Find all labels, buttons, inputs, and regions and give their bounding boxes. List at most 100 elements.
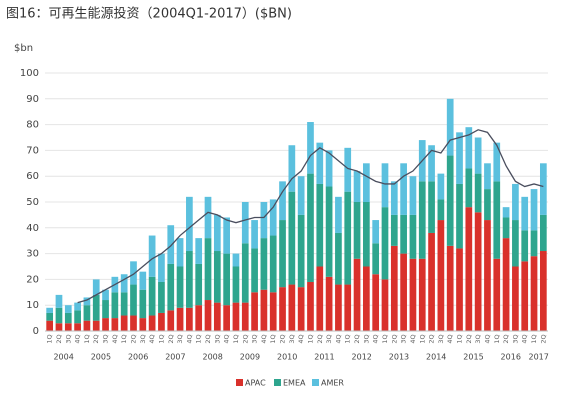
bar-segment [158,312,165,331]
bar-segment [539,214,547,252]
x-tick-label: 3Q [362,334,370,343]
bar-segment [409,176,417,215]
bar-segment [363,163,370,202]
bar-segment [372,220,380,244]
x-tick-label: 1Q [46,334,54,343]
x-tick-label: 4Q [260,334,268,343]
bar-segment [167,310,175,331]
bar-segment [186,196,193,252]
bar-segment [195,305,203,331]
x-tick-label: 4Q [446,334,454,343]
legend-label: AMER [321,379,344,388]
bar-segment [213,214,221,252]
bar-segment [363,266,370,331]
bar-segment [46,307,54,313]
x-tick-label: 2Q [465,334,473,343]
x-tick-label: 3Q [64,334,72,343]
bar-segment [446,245,454,331]
year-label: 2017 [529,353,549,362]
year-label: 2014 [426,353,446,362]
bar-segment [493,181,501,259]
x-tick-label: 1Q [157,334,165,343]
bar-segment [288,145,296,192]
bar-segment [512,266,519,331]
x-tick-label: 4Q [334,334,342,343]
bar-segment [260,289,268,331]
year-label: 2005 [91,353,111,362]
bar-segment [474,137,482,174]
x-tick-label: 2Q [241,334,249,343]
bar-segment [344,284,352,331]
x-tick-label: 3Q [288,334,296,343]
year-label: 2010 [277,353,297,362]
bar-segment [493,258,501,331]
bar-segment [241,243,249,303]
x-tick-label: 2Q [92,334,100,343]
bar-segment [102,300,109,319]
bar-segment [46,312,54,321]
bar-segment [83,305,91,321]
x-tick-label: 3Q [325,334,333,343]
bar-segment [456,183,463,249]
bar-segment [353,258,361,331]
bar-segment [465,127,473,169]
bar-segment [223,217,230,254]
bar-segment [400,214,407,254]
x-tick-label: 1Q [269,334,277,343]
bar-segment [111,292,119,319]
bar-segment [232,266,240,303]
x-tick-label: 2Q [204,334,212,343]
bar-segment [223,253,230,306]
bar-segment [232,253,240,267]
y-tick-label: 10 [26,300,39,311]
bar-segment [55,294,63,308]
y-tick-label: 50 [26,197,39,208]
bar-segment [381,279,389,331]
bar-segment [176,238,184,267]
bar-segment [297,176,305,215]
bar-segment [465,207,473,331]
bar-segment [74,323,81,331]
x-tick-label: 1Q [120,334,128,343]
bar-segment [474,173,482,213]
chart-title: 图16：可再生能源投资（2004Q1-2017）($BN) [6,6,292,22]
x-tick-label: 4Q [409,334,417,343]
bar-segment [372,243,380,275]
bar-segment [279,181,286,221]
bar-segment [260,202,268,239]
bar-segment [251,292,258,331]
x-tick-label: 3Q [176,334,184,343]
x-tick-label: 4Q [185,334,193,343]
x-tick-label: 3Q [400,334,408,343]
x-tick-label: 3Q [139,334,147,343]
x-tick-label: 4Q [297,334,305,343]
bar-segment [204,300,212,331]
year-label: 2011 [314,353,334,362]
bar-segment [390,214,398,246]
bar-segment [325,150,333,187]
x-tick-label: 4Q [483,334,491,343]
bar-segment [251,248,258,293]
bar-segment [325,276,333,331]
legend-swatch [312,379,319,386]
bar-segment [484,220,491,331]
x-tick-label: 4Q [372,334,380,343]
year-label: 2016 [501,353,521,362]
bar-segment [176,266,184,308]
x-tick-label: 1Q [306,334,314,343]
year-label: 2007 [165,353,185,362]
x-tick-label: 2Q [129,334,137,343]
x-tick-label: 1Q [381,334,389,343]
y-tick-label: 30 [26,249,39,260]
bar-segment [55,323,63,331]
bar-segment [428,181,435,233]
x-tick-label: 3Q [213,334,221,343]
bar-segment [148,315,156,331]
bar-segment [83,320,91,331]
bar-segment [102,318,109,331]
bar-segment [46,320,54,331]
bar-segment [530,189,538,231]
bar-segment [437,220,445,331]
bar-segment [74,310,81,324]
